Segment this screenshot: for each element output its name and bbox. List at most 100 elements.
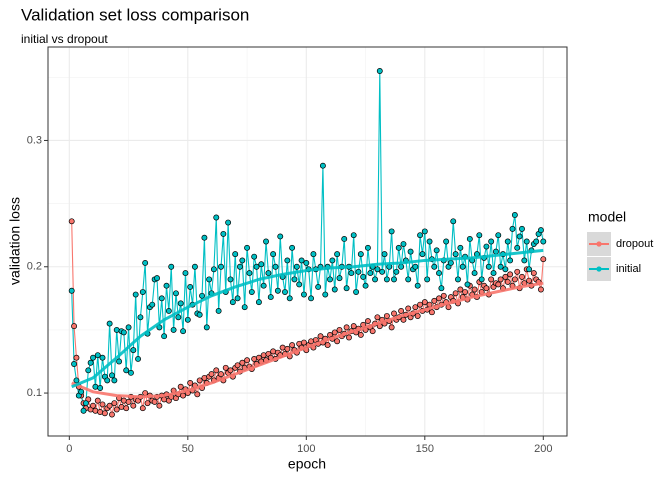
data-point (113, 326, 120, 333)
data-point (106, 320, 113, 327)
data-point (284, 345, 291, 352)
data-point (537, 227, 544, 234)
data-point (507, 257, 514, 264)
legend-label: initial (616, 263, 641, 275)
data-point (213, 367, 220, 374)
data-point (327, 276, 333, 283)
data-point (388, 228, 395, 235)
data-point (357, 251, 364, 258)
data-point (495, 232, 502, 239)
data-point (94, 397, 101, 404)
data-point (364, 318, 371, 325)
data-point (199, 292, 205, 299)
data-point (284, 257, 291, 264)
data-point (343, 324, 350, 331)
data-point (526, 277, 533, 284)
data-point (135, 356, 142, 362)
data-point (82, 400, 89, 407)
legend-title: model (588, 209, 626, 225)
data-point (71, 361, 78, 367)
data-point (426, 238, 433, 245)
x-tick-label: 100 (297, 443, 315, 455)
data-point (92, 383, 99, 390)
data-point (265, 270, 272, 277)
data-point (438, 285, 445, 292)
data-point (417, 301, 424, 308)
data-point (274, 287, 281, 294)
data-point (507, 271, 514, 278)
data-point (244, 357, 251, 364)
data-point (412, 304, 419, 311)
data-point (391, 276, 397, 283)
smooth-line (71, 281, 544, 399)
data-point (329, 257, 336, 264)
data-point (125, 398, 132, 405)
data-point (194, 391, 201, 398)
data-point (440, 292, 447, 299)
y-tick-label: 0.3 (27, 134, 42, 146)
data-point (421, 299, 428, 306)
data-point (348, 270, 355, 277)
data-point (374, 266, 381, 273)
data-point (177, 383, 184, 390)
data-point (497, 263, 504, 270)
legend-swatch (596, 266, 602, 272)
data-point (187, 284, 194, 290)
data-point (234, 362, 241, 369)
data-point (412, 263, 419, 270)
data-point (530, 270, 537, 277)
legend-label: dropout (616, 238, 653, 250)
data-point (258, 261, 265, 268)
data-point (300, 291, 307, 298)
data-point (225, 219, 232, 226)
data-point (537, 286, 544, 293)
data-point (405, 276, 412, 283)
data-point (120, 329, 127, 336)
data-point (450, 218, 457, 225)
data-point (92, 407, 99, 414)
data-point (227, 367, 234, 374)
data-point (85, 367, 92, 374)
data-point (523, 238, 530, 245)
data-point (97, 409, 104, 415)
data-point (113, 406, 120, 413)
data-point (270, 251, 277, 258)
data-point (165, 308, 172, 314)
data-point (220, 230, 227, 237)
data-point (132, 291, 139, 298)
data-point (182, 270, 189, 277)
data-point (519, 225, 525, 232)
data-point (187, 380, 194, 386)
data-point (376, 68, 383, 74)
data-point (78, 388, 85, 395)
data-point (514, 244, 521, 251)
data-point (239, 359, 246, 366)
data-point (253, 263, 260, 270)
data-point (455, 276, 461, 283)
data-point (315, 284, 322, 290)
data-point (459, 263, 466, 270)
data-point (251, 356, 258, 362)
data-point (296, 281, 303, 288)
data-point (282, 289, 288, 295)
data-point (540, 238, 547, 245)
data-point (293, 263, 300, 270)
x-axis-label: epoch (288, 456, 326, 472)
data-point (519, 273, 525, 280)
data-point (381, 251, 388, 258)
data-point (68, 287, 75, 294)
data-point (414, 282, 421, 289)
data-point (94, 352, 101, 359)
data-point (203, 324, 210, 331)
data-point (495, 281, 502, 288)
data-point (130, 402, 137, 409)
data-point (308, 338, 315, 345)
data-point (218, 263, 224, 270)
data-point (289, 342, 296, 349)
data-point (163, 282, 170, 289)
data-point (452, 290, 459, 297)
data-point (123, 367, 130, 374)
legend-swatch (596, 241, 602, 247)
data-point (118, 404, 125, 410)
